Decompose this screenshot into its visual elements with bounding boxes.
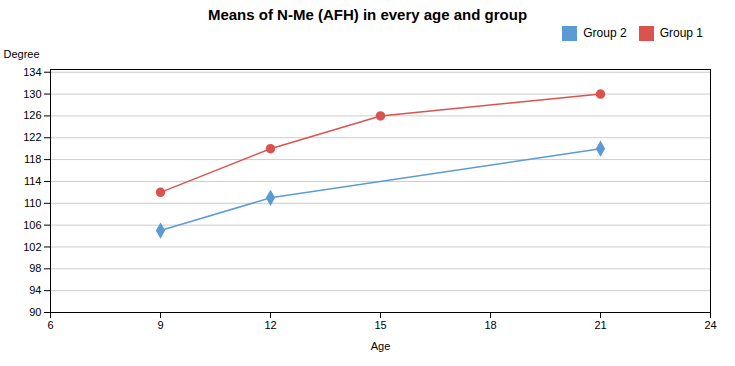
svg-text:130: 130: [23, 88, 41, 100]
svg-text:134: 134: [23, 66, 41, 78]
svg-text:118: 118: [24, 153, 42, 165]
svg-text:126: 126: [23, 109, 41, 121]
svg-text:94: 94: [29, 284, 41, 296]
svg-text:24: 24: [704, 319, 716, 331]
svg-text:106: 106: [23, 219, 41, 231]
svg-text:21: 21: [594, 319, 606, 331]
svg-text:12: 12: [264, 319, 276, 331]
svg-text:Age: Age: [371, 340, 391, 352]
svg-text:9: 9: [157, 319, 163, 331]
svg-text:18: 18: [484, 319, 496, 331]
svg-text:102: 102: [23, 240, 41, 252]
svg-text:114: 114: [24, 175, 42, 187]
svg-text:6: 6: [47, 319, 53, 331]
svg-text:110: 110: [24, 197, 42, 209]
html-text:Group 2: Group 2: [583, 26, 627, 40]
html-text:Means of N-Me (AFH) in every a: Means of N-Me (AFH) in every age and gro…: [207, 6, 528, 23]
svg-text:Degree: Degree: [4, 48, 40, 60]
svg-text:98: 98: [29, 262, 41, 274]
svg-text:15: 15: [374, 319, 386, 331]
svg-text:122: 122: [23, 131, 41, 143]
html-text:Group 1: Group 1: [659, 26, 703, 40]
svg-text:90: 90: [29, 306, 41, 318]
